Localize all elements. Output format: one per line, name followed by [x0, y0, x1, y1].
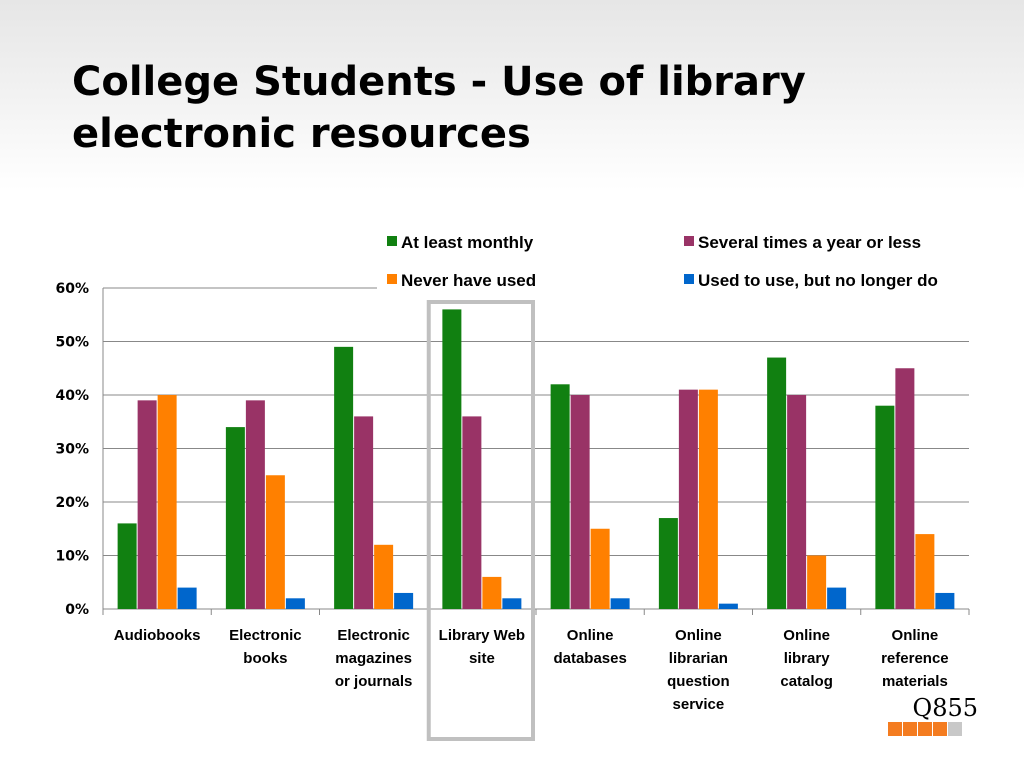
slide-title-line-1: College Students - Use of library	[72, 59, 806, 105]
bar	[718, 603, 738, 609]
bar	[285, 598, 305, 609]
y-tick-label: 0%	[65, 602, 89, 618]
bar	[787, 395, 807, 609]
y-tick-label: 10%	[55, 549, 89, 565]
category-label: reference	[881, 650, 949, 667]
bar	[610, 598, 630, 609]
legend-swatch	[387, 274, 397, 284]
legend-label: Used to use, but no longer do	[698, 271, 938, 290]
bar	[225, 427, 245, 609]
y-tick-label: 50%	[55, 335, 89, 351]
bar	[807, 555, 827, 609]
bar	[502, 598, 522, 609]
category-label: Online	[892, 627, 939, 644]
bar	[678, 389, 698, 609]
bar	[394, 592, 414, 609]
bar	[374, 544, 394, 609]
bar	[895, 368, 915, 609]
bar	[827, 587, 847, 609]
bar	[462, 416, 482, 609]
category-label: question	[667, 673, 730, 690]
bar	[157, 395, 177, 609]
category-label: Online	[675, 627, 722, 644]
legend-swatch	[684, 236, 694, 246]
legend-swatch	[684, 274, 694, 284]
bar	[767, 357, 787, 609]
bar	[698, 389, 718, 609]
bar	[590, 528, 610, 609]
bar	[117, 523, 137, 609]
bar	[915, 534, 935, 609]
legend-background	[377, 224, 977, 296]
category-label: Library Web	[439, 627, 525, 644]
bar	[137, 400, 157, 609]
category-label: books	[243, 650, 287, 667]
category-label: Electronic	[337, 627, 410, 644]
category-label: Online	[567, 627, 614, 644]
bar	[875, 405, 895, 609]
category-label: service	[673, 696, 725, 713]
bar	[570, 395, 590, 609]
question-code: Q855	[912, 694, 978, 722]
bar	[334, 346, 354, 609]
bar	[265, 475, 285, 609]
bar	[354, 416, 374, 609]
legend-label: Never have used	[401, 271, 536, 290]
category-label: materials	[882, 673, 948, 690]
highlight-box	[426, 300, 535, 741]
slide-title-line-2: electronic resources	[72, 111, 531, 157]
bar	[550, 384, 570, 609]
y-tick-label: 20%	[55, 495, 89, 511]
category-label: catalog	[780, 673, 833, 690]
category-label: Electronic	[229, 627, 302, 644]
bar	[935, 592, 955, 609]
bar	[658, 518, 678, 609]
footer-square	[918, 722, 932, 736]
category-label: Audiobooks	[114, 627, 201, 644]
category-label: magazines	[335, 650, 412, 667]
y-tick-label: 30%	[55, 442, 89, 458]
category-label: site	[469, 650, 495, 667]
bar	[482, 576, 502, 609]
category-label: librarian	[669, 650, 728, 667]
legend-swatch	[387, 236, 397, 246]
footer-squares	[888, 722, 962, 736]
footer-square	[888, 722, 902, 736]
bar	[245, 400, 265, 609]
footer-square	[903, 722, 917, 736]
category-label: library	[784, 650, 831, 667]
bar	[177, 587, 197, 609]
bar	[442, 309, 462, 609]
legend-label: At least monthly	[401, 233, 534, 252]
footer-square	[948, 722, 962, 736]
footer-square	[933, 722, 947, 736]
slide-title: College Students - Use of library electr…	[72, 56, 972, 160]
category-label: databases	[553, 650, 626, 667]
category-label: Online	[783, 627, 830, 644]
y-tick-label: 60%	[55, 281, 89, 297]
y-tick-label: 40%	[55, 388, 89, 404]
category-label: or journals	[335, 673, 413, 690]
legend-label: Several times a year or less	[698, 233, 921, 252]
